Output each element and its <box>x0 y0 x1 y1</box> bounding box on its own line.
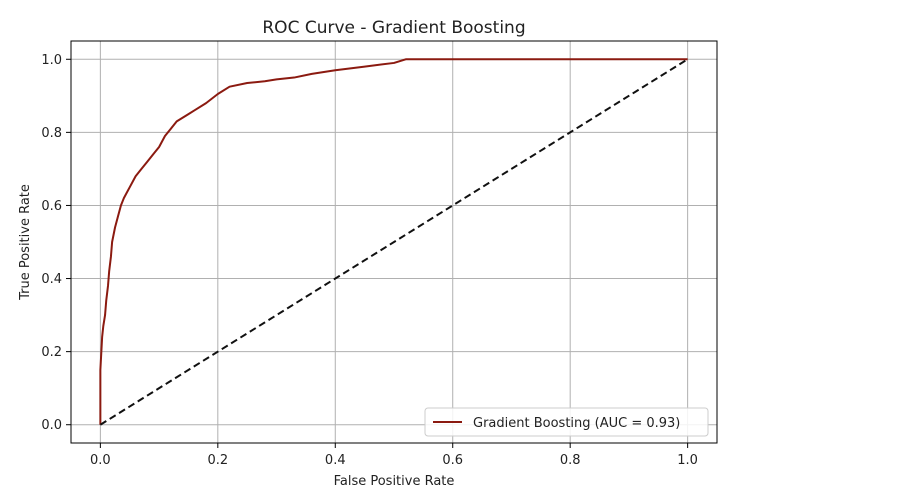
y-tick-label: 0.0 <box>41 418 62 433</box>
ticks: 0.0 0.2 0.4 0.6 0.8 1.0 0.0 0.2 0.4 0.6 0.8 1.0 <box>41 53 698 468</box>
legend: Gradient Boosting (AUC = 0.93) <box>424 407 709 437</box>
x-tick-label: 0.4 <box>325 453 346 468</box>
x-tick-label: 0.8 <box>560 453 581 468</box>
y-axis-label: True Positive Rate <box>18 184 33 301</box>
x-tick-label: 0.6 <box>442 453 463 468</box>
chart-title: ROC Curve - Gradient Boosting <box>262 18 525 38</box>
roc-curve-line <box>99 58 688 425</box>
legend-entry-gradient-boosting: Gradient Boosting (AUC = 0.93) <box>473 416 680 431</box>
y-tick-label: 0.4 <box>41 272 62 287</box>
y-tick-label: 0.8 <box>41 126 62 141</box>
legend-box <box>424 407 709 437</box>
y-tick-label: 0.2 <box>41 345 62 360</box>
series <box>99 58 689 426</box>
plot-frame <box>70 40 718 444</box>
x-tick-label: 0.0 <box>90 453 111 468</box>
x-tick-label: 0.2 <box>207 453 228 468</box>
x-axis-label: False Positive Rate <box>334 474 455 487</box>
diagonal-reference-line <box>99 58 689 426</box>
grid <box>71 41 717 443</box>
y-tick-label: 0.6 <box>41 199 62 214</box>
y-tick-label: 1.0 <box>41 53 62 68</box>
x-tick-label: 1.0 <box>677 453 698 468</box>
